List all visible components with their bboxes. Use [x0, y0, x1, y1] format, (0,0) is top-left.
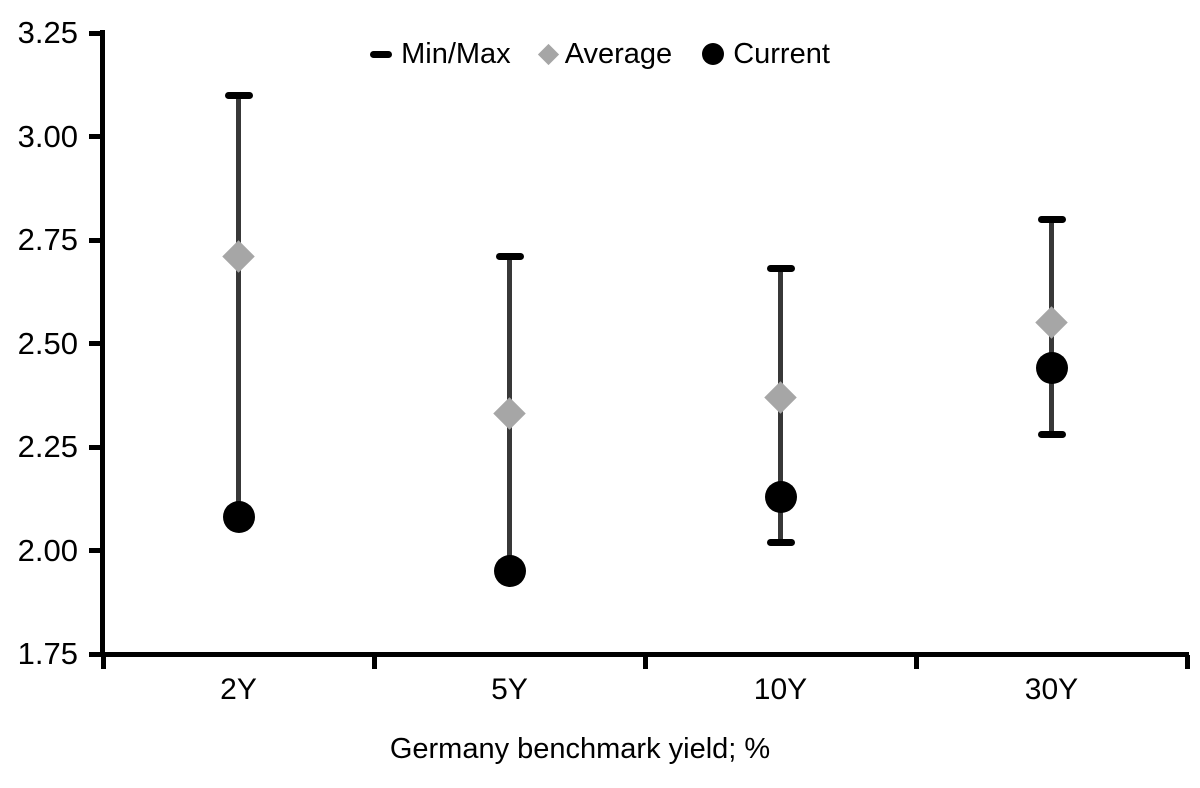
x-axis-tick — [371, 655, 377, 669]
average-marker — [222, 240, 255, 273]
x-axis-title: Germany benchmark yield; % — [389, 733, 771, 765]
x-tick-label: 5Y — [491, 673, 528, 706]
x-axis-tick — [913, 655, 919, 669]
y-tick-label: 2.50 — [17, 325, 78, 361]
legend-item-minmax: Min/Max — [370, 36, 511, 72]
average-marker — [764, 381, 797, 414]
current-marker — [1035, 352, 1068, 385]
max-cap — [224, 91, 253, 99]
min-cap — [766, 538, 795, 546]
legend-item-average: Average — [537, 36, 673, 72]
y-axis-tick — [89, 341, 103, 346]
y-tick-label: 3.25 — [17, 15, 78, 50]
minmax-whisker — [236, 95, 241, 518]
y-axis-tick — [89, 134, 103, 139]
y-axis-tick — [89, 548, 103, 553]
x-axis-tick — [642, 655, 648, 669]
max-cap — [495, 253, 524, 261]
legend-label-current: Current — [733, 38, 830, 70]
chart-legend: Min/Max Average Current — [0, 36, 1200, 72]
legend-item-current: Current — [702, 36, 830, 72]
y-axis-tick — [89, 30, 103, 36]
min-cap — [1037, 431, 1066, 439]
legend-label-average: Average — [564, 38, 673, 70]
y-axis-tick — [89, 444, 103, 450]
y-axis-tick — [89, 651, 103, 657]
x-axis-tick — [1184, 655, 1190, 669]
current-marker — [493, 555, 526, 588]
x-axis-line — [100, 652, 1189, 657]
y-axis-tick — [89, 237, 103, 243]
y-tick-label: 2.75 — [17, 222, 78, 257]
x-tick-label: 10Y — [753, 673, 808, 706]
current-marker — [222, 501, 255, 534]
minmax-dash-icon — [370, 50, 393, 58]
average-diamond-icon — [537, 43, 559, 65]
max-cap — [1037, 215, 1066, 223]
y-tick-label: 2.00 — [17, 532, 78, 568]
y-tick-label: 2.25 — [17, 429, 78, 464]
x-axis-tick — [100, 655, 106, 669]
x-tick-label: 30Y — [1024, 673, 1079, 706]
current-marker — [764, 480, 797, 513]
max-cap — [766, 265, 795, 273]
y-tick-label: 3.00 — [17, 118, 78, 154]
y-tick-label: 1.75 — [17, 636, 78, 671]
x-tick-label: 2Y — [220, 673, 257, 706]
legend-label-minmax: Min/Max — [401, 38, 511, 70]
average-marker — [493, 397, 526, 431]
average-marker — [1035, 306, 1068, 340]
current-circle-icon — [702, 43, 725, 65]
